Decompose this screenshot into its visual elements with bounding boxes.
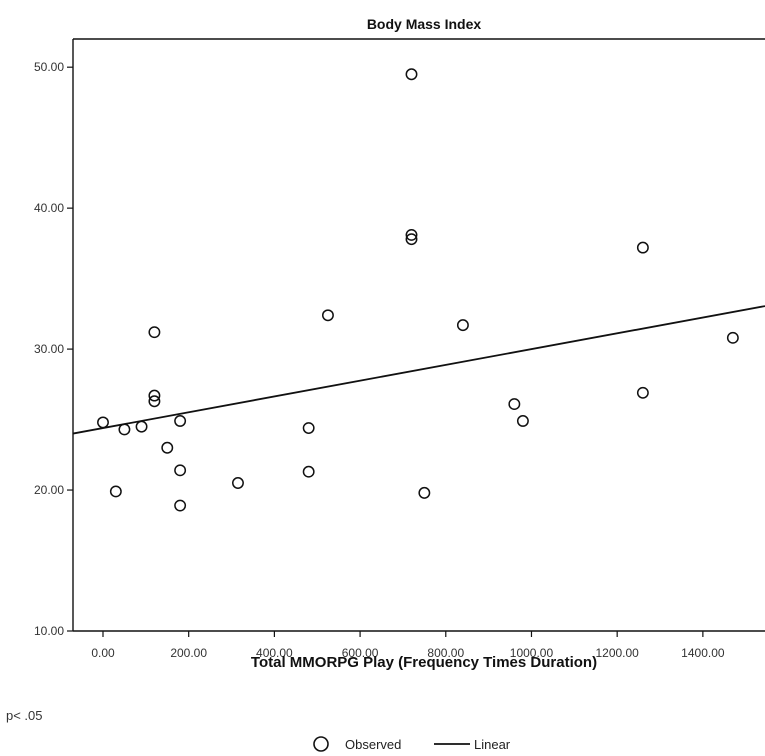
y-tick-label: 30.00 (34, 342, 64, 356)
linear-fit-line (72, 305, 765, 435)
plot-frame (72, 38, 765, 632)
x-tick-label: 1400.00 (681, 646, 725, 660)
x-tick-label: 0.00 (91, 646, 115, 660)
x-axis: 0.00 200.00 400.00 600.00 800.00 1000.00 1200.… (91, 631, 725, 660)
x-tick-label: 800.00 (427, 646, 464, 660)
observed-point (302, 465, 315, 478)
observed-point (148, 395, 161, 408)
x-tick-label: 400.00 (256, 646, 293, 660)
observed-point (148, 389, 161, 402)
observed-point (109, 485, 122, 498)
x-axis-title: Total MMORPG Play (Frequency Times Durat… (251, 654, 597, 671)
x-tick-label: 200.00 (170, 646, 207, 660)
observed-point (726, 331, 739, 344)
x-tick-label: 1000.00 (510, 646, 554, 660)
points-layer (97, 68, 739, 512)
observed-point (405, 228, 418, 241)
observed-point (174, 499, 187, 512)
observed-point (135, 420, 148, 433)
x-tick-label: 600.00 (342, 646, 379, 660)
observed-point (118, 423, 131, 436)
observed-point (508, 398, 521, 411)
x-tick-label: 1200.00 (595, 646, 639, 660)
fit-line-layer (72, 305, 765, 435)
observed-point (174, 415, 187, 427)
observed-point (456, 319, 469, 332)
y-tick-label: 50.00 (34, 60, 64, 74)
observed-point (174, 464, 187, 477)
observed-point (148, 326, 161, 339)
observed-point (516, 415, 529, 427)
observed-point (97, 416, 109, 429)
observed-point (418, 486, 431, 499)
observed-point (405, 68, 418, 81)
legend: Observed Linear (313, 736, 511, 752)
observed-point (321, 309, 334, 322)
observed-point (636, 386, 649, 399)
legend-observed-marker (313, 736, 329, 752)
significance-note: p< .05 (6, 708, 43, 723)
y-tick-label: 10.00 (34, 624, 64, 638)
observed-point (232, 477, 244, 489)
observed-point (161, 441, 174, 454)
legend-observed-label: Observed (345, 737, 401, 752)
legend-linear-label: Linear (474, 737, 511, 752)
observed-point (636, 241, 649, 254)
chart-title: Body Mass Index (367, 16, 482, 32)
observed-point (405, 233, 418, 246)
y-tick-label: 20.00 (34, 483, 64, 497)
observed-point (302, 422, 315, 434)
y-tick-label: 40.00 (34, 201, 64, 215)
y-axis: 10.00 20.00 30.00 40.00 50.00 (34, 60, 73, 638)
